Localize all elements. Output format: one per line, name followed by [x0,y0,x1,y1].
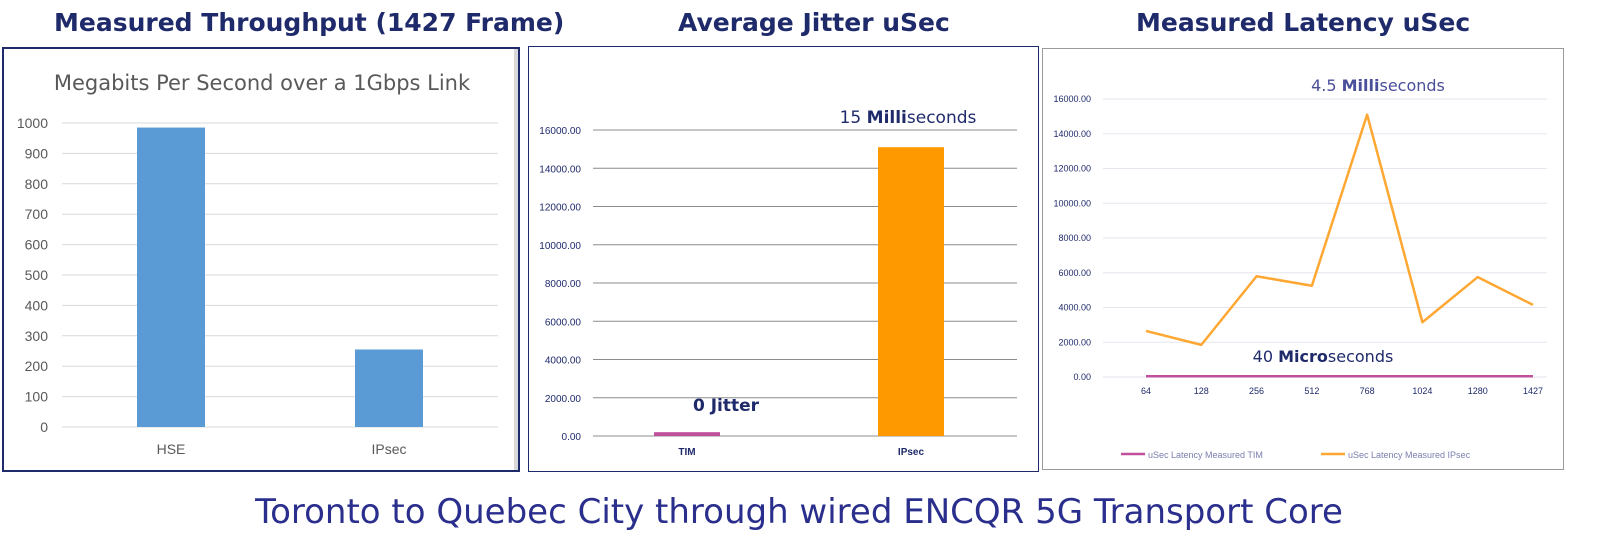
y-tick-label: 900 [25,145,49,161]
y-tick-label: 6000.00 [545,317,582,328]
bar-ipsec [878,147,944,436]
x-tick-label: IPsec [898,447,925,458]
jitter-heading: Average Jitter uSec [678,8,950,37]
x-tick-label: 256 [1249,386,1264,396]
legend-label: uSec Latency Measured IPsec [1348,450,1471,460]
y-tick-label: 8000.00 [1058,233,1091,243]
annotation-zero-jitter: 0 Jitter [693,396,760,416]
legend-label: uSec Latency Measured TIM [1148,450,1263,460]
y-tick-label: 600 [25,237,49,253]
y-tick-label: 200 [25,358,49,374]
y-tick-label: 0.00 [562,432,582,443]
x-tick-label: 64 [1141,386,1151,396]
latency-heading: Measured Latency uSec [1136,8,1471,37]
annotation-4-5-milliseconds: 4.5 Milliseconds [1311,76,1445,95]
y-tick-label: 2000.00 [1058,337,1091,347]
throughput-chart: Megabits Per Second over a 1Gbps Link 0 10… [17,71,498,457]
throughput-chart-panel: Megabits Per Second over a 1Gbps Link 0 10… [2,47,520,472]
x-tick-label: 1280 [1468,386,1488,396]
x-tick-label: 1024 [1412,386,1432,396]
y-tick-label: 700 [25,206,49,222]
y-tick-label: 6000.00 [1058,268,1091,278]
y-tick-label: 1000 [17,115,48,131]
throughput-heading: Measured Throughput (1427 Frame) [54,8,565,37]
y-tick-label: 100 [25,389,49,405]
annotation-15-milliseconds: 15 Milliseconds [840,108,977,128]
x-tick-label: 768 [1360,386,1375,396]
y-tick-label: 800 [25,176,49,192]
y-tick-label: 14000.00 [1053,129,1091,139]
y-tick-label: 4000.00 [545,356,582,367]
y-tick-label: 0.00 [1073,372,1091,382]
bar-hse [137,127,205,427]
chart-title: Megabits Per Second over a 1Gbps Link [54,71,471,95]
bar-tim [654,432,720,436]
x-tick-label: 128 [1194,386,1209,396]
y-tick-label: 16000.00 [1053,94,1091,104]
y-tick-label: 10000.00 [1053,198,1091,208]
jitter-chart-panel: 0.00 2000.00 4000.00 6000.00 8000.00 10000.00… [528,46,1039,472]
footer-caption: Toronto to Quebec City through wired ENC… [255,492,1343,532]
latency-chart-panel: 0.00 2000.00 4000.00 6000.00 8000.00 10000.00… [1042,48,1564,470]
latency-chart: 0.00 2000.00 4000.00 6000.00 8000.00 10000.00… [1053,76,1547,460]
jitter-chart: 0.00 2000.00 4000.00 6000.00 8000.00 10000.00… [539,108,1017,458]
x-tick-label: TIM [678,447,695,458]
y-tick-label: 300 [25,328,49,344]
x-tick-label: HSE [157,441,186,457]
y-tick-label: 12000.00 [1053,164,1091,174]
bar-ipsec [355,349,423,427]
y-tick-label: 8000.00 [545,279,582,290]
x-tick-label: 512 [1304,386,1319,396]
annotation-40-microseconds: 40 Microseconds [1253,347,1394,366]
y-tick-label: 500 [25,267,49,283]
y-tick-label: 4000.00 [1058,303,1091,313]
y-tick-label: 2000.00 [545,394,582,405]
y-tick-label: 400 [25,297,49,313]
series-line-ipsec [1145,113,1534,347]
y-tick-label: 16000.00 [539,126,581,137]
y-tick-label: 12000.00 [539,203,581,214]
x-tick-label: 1427 [1523,386,1543,396]
y-tick-label: 0 [40,419,48,435]
y-tick-label: 14000.00 [539,164,581,175]
x-tick-label: IPsec [371,441,406,457]
y-tick-label: 10000.00 [539,241,581,252]
